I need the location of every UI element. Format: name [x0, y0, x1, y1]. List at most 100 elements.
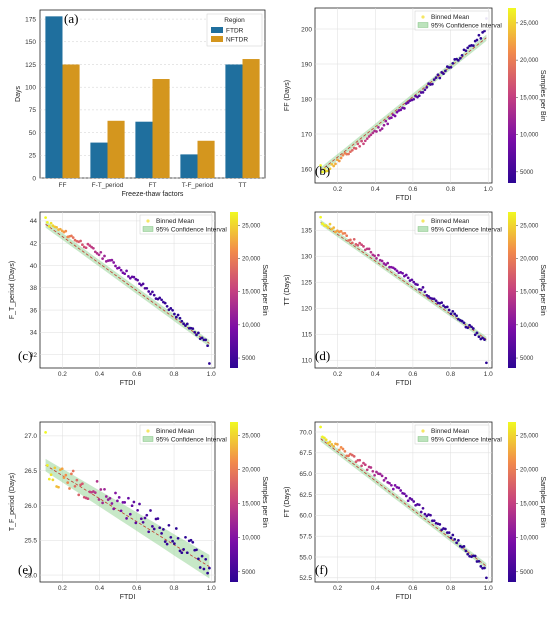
x-tick-label: 0.4 [95, 585, 104, 592]
legend-swatch-a [211, 36, 223, 42]
binned-mean-point [382, 479, 386, 482]
binned-mean-point [358, 241, 362, 245]
binned-mean-point [163, 540, 167, 543]
binned-mean-point [132, 275, 136, 279]
binned-mean-point [432, 78, 436, 81]
binned-mean-point [483, 29, 486, 33]
binned-mean-point [47, 477, 51, 481]
binned-mean-point [403, 107, 406, 110]
binned-mean-point [70, 234, 73, 238]
y-tick-label: 60.0 [299, 513, 312, 520]
y-axis-label-a: Days [15, 86, 22, 102]
legend-box [139, 214, 213, 235]
binned-mean-point [70, 472, 73, 476]
panel-label-a: (a) [64, 11, 78, 26]
binned-mean-point [136, 278, 139, 282]
colorbar-label: Samples per Bin [261, 264, 268, 315]
binned-mean-point [323, 167, 326, 171]
binned-mean-point [386, 122, 390, 126]
binned-mean-point [178, 316, 182, 320]
binned-mean-point [386, 261, 390, 265]
binned-mean-point [49, 221, 53, 225]
binned-mean-point [139, 517, 143, 521]
y-tick-label: 110 [302, 358, 313, 365]
colorbar-label: Samples per Bin [539, 70, 546, 121]
binned-mean-point [128, 512, 132, 516]
colorbar-tick-label: 15,000 [520, 502, 539, 508]
y-tick-label: 36 [30, 307, 38, 314]
binned-mean-point [55, 226, 58, 229]
binned-mean-point [401, 271, 404, 275]
binned-mean-point [354, 147, 358, 150]
binned-mean-point [326, 226, 330, 229]
binned-mean-point [466, 46, 470, 50]
binned-mean-point [117, 266, 121, 270]
y-tick-label: 160 [301, 166, 312, 173]
bar [152, 79, 170, 178]
panel-b: 0.2 0.4 0.6 0.8 1.0 160 170 180 190 200 FTDI FF (Da… [284, 7, 546, 202]
binned-mean-point [356, 142, 360, 146]
panel-label: (b) [315, 163, 330, 178]
x-axis-label: FTDI [396, 380, 412, 387]
y-tick-label: 115 [302, 332, 313, 339]
y-tick-label: 70.0 [299, 429, 312, 436]
panel-c: 0.2 0.4 0.6 0.8 1.0 32 34 36 38 40 42 44 FTDI F_T_per… [9, 211, 268, 387]
binned-mean-point [349, 238, 352, 242]
binned-mean-point [481, 336, 484, 340]
binned-mean-point [97, 253, 101, 257]
binned-mean-point [173, 542, 176, 545]
binned-mean-point [423, 512, 427, 516]
binned-mean-point [81, 243, 84, 247]
legend-swatch-ci [142, 226, 154, 232]
binned-mean-point [171, 539, 174, 543]
binned-mean-point [449, 312, 453, 316]
y-tick-label: 65.0 [299, 471, 312, 478]
binned-mean-point [152, 293, 156, 297]
binned-mean-point [378, 472, 382, 476]
binned-mean-point [449, 65, 453, 69]
colorbar-tick-label: 25,000 [520, 434, 539, 440]
x-tick-label: 0.8 [446, 585, 455, 592]
binned-mean-point [165, 542, 169, 546]
binned-mean-point [337, 448, 341, 452]
binned-mean-point [365, 137, 369, 140]
binned-mean-point [208, 566, 211, 570]
binned-mean-point [114, 264, 117, 268]
binned-mean-point [326, 441, 330, 445]
binned-mean-point [434, 299, 438, 303]
legend-box [414, 214, 490, 235]
binned-mean-point [341, 447, 345, 451]
y-axis-label: FT (Days) [284, 487, 291, 518]
bar [135, 121, 153, 178]
binned-mean-point [147, 290, 151, 293]
binned-mean-point [125, 269, 128, 273]
binned-mean-point [399, 108, 403, 112]
binned-mean-point [410, 498, 414, 501]
binned-mean-point [127, 275, 130, 278]
binned-mean-point [369, 466, 373, 469]
x-tick-label-a: FT [149, 182, 157, 189]
binned-mean-point [167, 308, 171, 312]
legend-label-binned: Binned Mean [431, 14, 470, 21]
binned-mean-point [458, 56, 462, 60]
fit-line [45, 223, 210, 344]
binned-mean-point [143, 516, 147, 520]
binned-mean-point [453, 537, 457, 541]
binned-mean-point [112, 261, 116, 264]
x-tick-label: 0.2 [58, 585, 67, 592]
binned-mean-point [110, 502, 114, 505]
binned-mean-point [117, 496, 121, 499]
binned-mean-point [160, 532, 163, 535]
y-axis-label: FF (Days) [284, 80, 291, 111]
binned-mean-point [388, 481, 391, 485]
binned-mean-point [128, 276, 132, 280]
binned-mean-point [431, 82, 434, 86]
binned-mean-point [64, 229, 68, 233]
binned-mean-point [404, 273, 408, 277]
binned-mean-point [412, 280, 416, 284]
colorbar [508, 8, 516, 183]
binned-mean-point [44, 431, 47, 434]
binned-mean-point [182, 548, 185, 551]
binned-mean-point [330, 443, 334, 446]
binned-mean-point [53, 466, 57, 470]
